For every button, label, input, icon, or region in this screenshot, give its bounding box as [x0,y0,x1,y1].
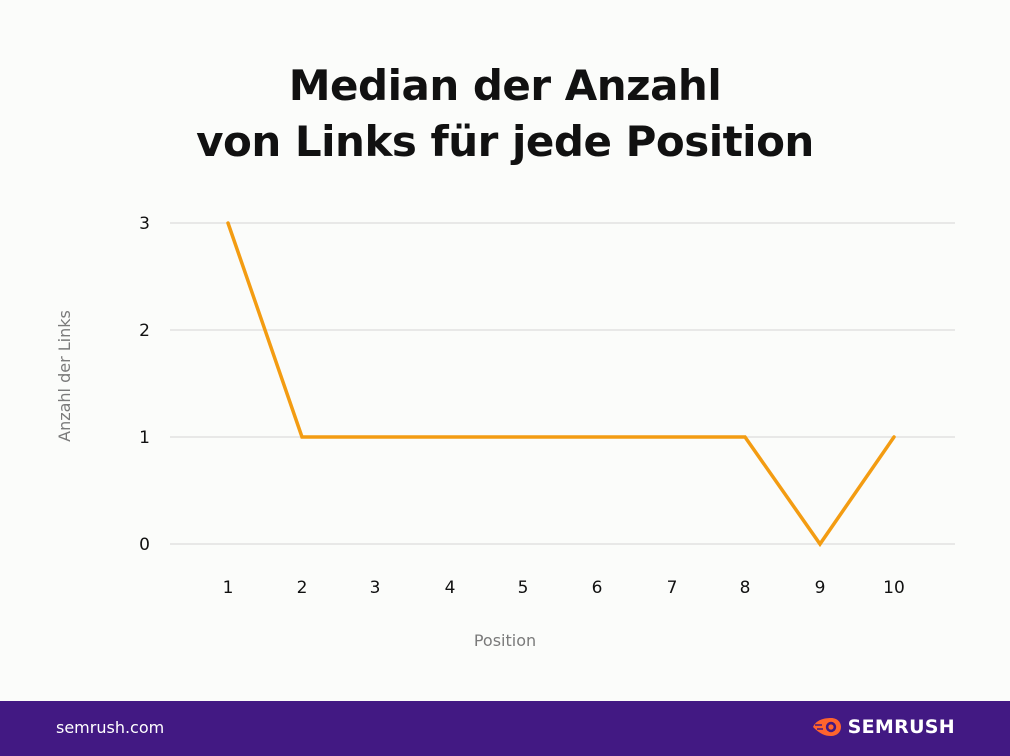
y-tick-label: 0 [139,535,150,555]
y-axis-ticks: 0 1 2 3 [139,214,150,555]
chart-title-line-1: Median der Anzahl [288,61,722,110]
x-tick-label: 9 [815,578,826,598]
footer-domain: semrush.com [56,718,165,737]
chart-title: Median der Anzahl von Links für jede Pos… [0,58,1010,170]
line-chart: 0 1 2 3 1 2 3 4 5 6 7 8 9 10 Anzahl der Links Positi… [55,214,955,650]
footer-bar: semrush.com SEMRUSH [0,701,1010,756]
brand-name: SEMRUSH [847,716,955,738]
x-tick-label: 2 [297,578,308,598]
x-axis-label: Position [474,631,536,650]
y-tick-label: 1 [139,428,150,448]
x-tick-label: 1 [223,578,234,598]
x-tick-label: 10 [883,578,905,598]
semrush-fire-icon [812,718,841,736]
y-tick-label: 2 [139,321,150,341]
series-line [226,221,896,548]
x-tick-label: 7 [667,578,678,598]
chart-gridlines [170,222,955,545]
x-tick-label: 8 [740,578,751,598]
x-axis-ticks: 1 2 3 4 5 6 7 8 9 10 [223,578,905,598]
y-axis-label: Anzahl der Links [55,310,74,442]
x-tick-label: 5 [518,578,529,598]
y-tick-label: 3 [139,214,150,234]
x-tick-label: 3 [370,578,381,598]
x-tick-label: 4 [445,578,456,598]
semrush-logo: SEMRUSH [812,716,955,738]
x-tick-label: 6 [592,578,603,598]
chart-series [226,221,896,548]
chart-title-line-2: von Links für jede Position [196,117,814,166]
